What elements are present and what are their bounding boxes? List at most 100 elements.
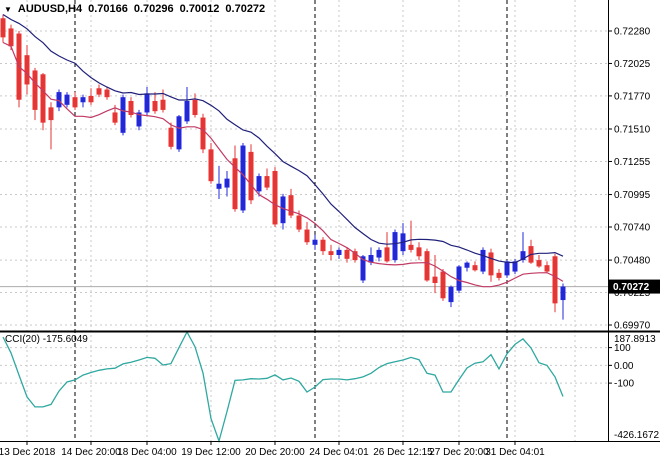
candle-body	[120, 97, 126, 133]
time-axis-label: 20 Dec 20:00	[245, 447, 305, 458]
ohlc-close: 0.70272	[225, 3, 266, 15]
cci-axis-label: -426.1672	[614, 430, 659, 441]
candle-body	[160, 99, 166, 110]
candle-body	[128, 101, 134, 115]
candle-body	[304, 229, 310, 243]
candle-body	[352, 251, 358, 261]
candle-body	[216, 183, 222, 189]
candle-body	[88, 95, 94, 103]
symbol-dropdown-icon[interactable]: ▼	[4, 4, 12, 14]
candle-body	[368, 255, 374, 263]
candle-body	[512, 261, 518, 272]
candle-body	[448, 286, 454, 303]
candle-body	[32, 70, 38, 110]
candle-body	[264, 176, 270, 188]
candle-body	[280, 196, 286, 224]
price-axis-label: 0.70740	[614, 223, 651, 234]
candle-body	[456, 266, 462, 291]
candle-body	[424, 251, 430, 281]
candle-body	[472, 265, 478, 271]
candle-body	[256, 176, 262, 192]
candle-body	[72, 97, 78, 108]
candle-body	[552, 256, 558, 304]
candle-body	[64, 94, 70, 105]
candle-body	[408, 244, 414, 250]
candle-body	[96, 88, 102, 95]
candle-body	[48, 107, 54, 121]
candles	[0, 14, 566, 320]
candle-body	[360, 256, 366, 281]
candle-body	[416, 247, 422, 257]
candle-body	[184, 101, 190, 122]
candle-body	[336, 249, 342, 255]
ohlc-high: 0.70296	[133, 3, 174, 15]
price-axis-label: 0.72025	[614, 59, 651, 70]
candle-body	[200, 117, 206, 150]
candle-body	[248, 151, 254, 201]
candle-body	[480, 249, 486, 272]
lower-ma-line	[2, 41, 564, 288]
upper-ma-line	[2, 13, 564, 264]
indicator-label: CCI(20) -175.6049	[5, 334, 88, 345]
candle-body	[376, 249, 382, 258]
candle-body	[440, 271, 446, 299]
candle-body	[384, 247, 390, 262]
candle-body	[104, 89, 110, 98]
candle-body	[560, 286, 566, 301]
candle-body	[112, 112, 118, 123]
candle-body	[536, 260, 542, 267]
candle-body	[192, 99, 198, 115]
time-axis-label: 13 Dec 2018	[0, 447, 56, 458]
candle-body	[8, 28, 14, 47]
time-axis-label: 31 Dec 04:01	[485, 447, 545, 458]
price-axis-label: 0.71255	[614, 157, 651, 168]
candle-body	[520, 251, 526, 261]
candle-body	[328, 251, 334, 255]
time-axis-label: 27 Dec 20:00	[429, 447, 489, 458]
candle-body	[272, 171, 278, 225]
current-price-box: 0.70272	[609, 279, 660, 294]
chart-title: ▼ AUDUSD,H4 0.70166 0.70296 0.70012 0.70…	[4, 3, 265, 15]
price-axis-label: 0.72280	[614, 27, 651, 38]
cci-line	[2, 330, 564, 444]
time-axis-label: 26 Dec 12:15	[373, 447, 433, 458]
candle-body	[296, 215, 302, 230]
price-axis[interactable]: 0.72280 0.72025 0.71770 0.71510 0.71255 0.709…	[608, 27, 651, 332]
pane-borders	[0, 0, 660, 442]
time-axis-label: 14 Dec 20:00	[61, 447, 121, 458]
candle-body	[464, 262, 470, 268]
cci-axis-label: 187.8913	[614, 334, 656, 345]
candle-body	[544, 265, 550, 272]
candle-body	[320, 239, 326, 252]
candle-body	[152, 101, 158, 112]
cci-axis-label: 100	[614, 343, 631, 354]
ma-band-lines	[2, 13, 564, 288]
time-axis-label: 24 Dec 04:01	[309, 447, 369, 458]
candle-body	[392, 232, 398, 261]
candle-body	[208, 149, 214, 182]
candle-body	[232, 158, 238, 210]
candle-body	[224, 178, 230, 188]
candle-body	[168, 127, 174, 147]
candle-body	[136, 112, 142, 127]
candle-body	[496, 272, 502, 278]
candle-body	[240, 145, 246, 211]
candle-body	[40, 74, 46, 123]
time-axis-label: 19 Dec 12:00	[181, 447, 241, 458]
candle-body	[312, 239, 318, 245]
symbol-label: AUDUSD,H4	[17, 3, 83, 15]
price-axis-label: 0.70480	[614, 256, 651, 267]
period-separators	[74, 0, 508, 441]
price-axis-label: 0.71770	[614, 91, 651, 102]
candle-body	[56, 92, 62, 108]
candle-body	[80, 97, 86, 103]
candle-body	[144, 93, 150, 113]
time-axis-label: 18 Dec 04:00	[117, 447, 177, 458]
price-axis-label: 0.69970	[614, 321, 651, 332]
candle-body	[24, 55, 30, 85]
ohlc-low: 0.70012	[179, 3, 220, 15]
